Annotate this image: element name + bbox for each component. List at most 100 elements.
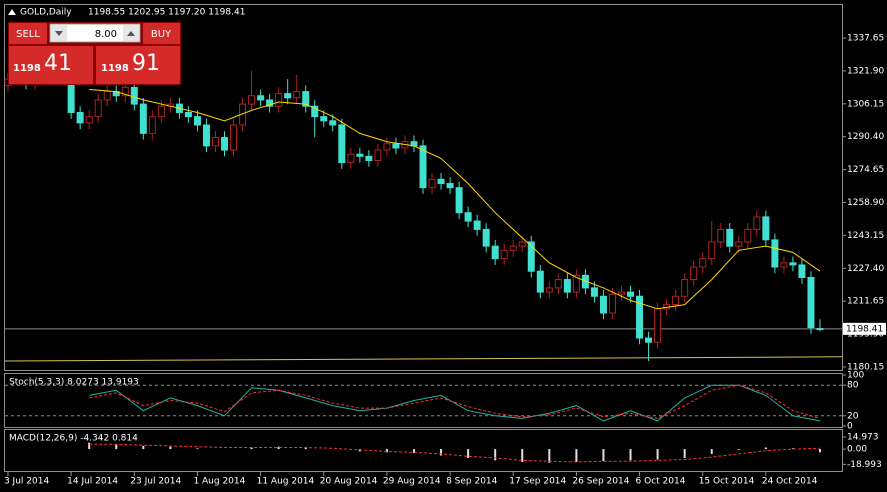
stoch-panel-border [4, 373, 843, 428]
candle-body [446, 182, 454, 189]
x-tick-label: 23 Jul 2014 [130, 477, 181, 487]
candle-body [103, 91, 111, 101]
down-arrow [55, 31, 63, 36]
candle-body [699, 258, 707, 268]
candle-body [184, 111, 192, 118]
candle-body [257, 95, 265, 101]
candle-body [590, 287, 598, 297]
y-tick-label: 20 [847, 411, 859, 421]
candle-body [509, 245, 517, 251]
bid-box[interactable] [9, 46, 93, 84]
bid-big: 1198 [13, 63, 41, 74]
ohlc-text: 1198.55 1202.95 1197.20 1198.41 [88, 8, 245, 18]
candle-body [347, 153, 355, 164]
candle-body [293, 91, 301, 99]
candle-body [311, 105, 319, 118]
x-tick-label: 14 Jul 2014 [67, 477, 118, 487]
y-tick-label: 14.973 [847, 433, 879, 443]
candle-body [202, 124, 210, 147]
candle-body [157, 105, 165, 118]
candle-body [717, 228, 725, 243]
x-tick-label: 29 Aug 2014 [383, 477, 441, 487]
lots-value[interactable]: 8.00 [95, 29, 117, 40]
x-tick-label: 8 Sep 2014 [446, 477, 498, 487]
candle-body [473, 220, 481, 230]
candle-body [482, 228, 490, 247]
x-tick-label: 6 Oct 2014 [636, 477, 686, 487]
y-tick-label: 100 [847, 371, 864, 381]
candle-body [554, 279, 562, 289]
y-tick-label: 1321.90 [847, 66, 884, 76]
x-tick-label: 3 Jul 2014 [4, 477, 49, 487]
candle-body [139, 103, 147, 134]
candle-body [608, 293, 616, 314]
ask-box[interactable] [96, 46, 180, 84]
candle-body [148, 116, 156, 134]
candle-body [211, 137, 219, 147]
stoch-line [89, 384, 821, 419]
stoch-label: Stoch(5,3,3) 8.0273 13.9193 [9, 378, 139, 388]
sell-button[interactable] [9, 23, 47, 44]
x-tick-label: 11 Aug 2014 [257, 477, 315, 487]
candle-body [771, 239, 779, 268]
candle-body [690, 266, 698, 281]
moving-average [89, 89, 821, 310]
buy-label[interactable]: BUY [151, 29, 172, 40]
trendline [4, 356, 843, 362]
x-tick-label: 26 Sep 2014 [572, 477, 629, 487]
candle-body [221, 137, 229, 151]
candle-body [500, 249, 508, 260]
candle-body [130, 86, 138, 105]
candle-body [374, 149, 382, 162]
buy-button[interactable] [143, 23, 180, 44]
y-tick-label: 0 [847, 422, 853, 432]
candle-body [284, 93, 292, 99]
candle-body [536, 270, 544, 293]
candle-body [121, 86, 129, 97]
candle-body [789, 262, 797, 266]
candle-body [762, 216, 770, 241]
candle-body [275, 93, 283, 107]
y-tick-label: 1337.65 [847, 34, 884, 44]
candle-body [599, 295, 607, 314]
price-tag: 1198.41 [846, 324, 883, 334]
candle-body [302, 91, 310, 107]
candle-body [356, 153, 364, 157]
candle-body [428, 178, 436, 189]
macd-panel-border [4, 429, 843, 472]
y-tick-label: 80 [847, 381, 859, 391]
candle-body [193, 116, 201, 126]
y-tick-label: 1227.40 [847, 264, 884, 274]
candle-body [807, 276, 815, 329]
trade-panel: SELL 8.00 BUY 1198 41 1198 91 [8, 22, 181, 85]
candle-body [545, 287, 553, 293]
y-tick-label: 1180.15 [847, 362, 884, 372]
candle-body [338, 124, 346, 164]
candle-body [617, 291, 625, 295]
price-tag-bg [843, 322, 886, 335]
candle-body [94, 99, 102, 118]
candle-body [816, 328, 824, 331]
up-arrow [127, 31, 135, 36]
candle-body [76, 111, 84, 124]
sell-label[interactable]: SELL [16, 29, 40, 40]
y-tick-label: 1258.90 [847, 198, 884, 208]
candle-body [636, 295, 644, 339]
candle-body [248, 95, 256, 105]
macd-signal [89, 443, 821, 463]
y-tick-label: 0.00 [847, 445, 867, 455]
candle-body [527, 241, 535, 272]
stoch-line [89, 384, 821, 422]
lots-field[interactable] [49, 23, 141, 43]
candle-body [780, 262, 788, 268]
candle-body [464, 212, 472, 222]
candle-body [726, 228, 734, 247]
candle-body [266, 99, 274, 107]
candle-body [654, 308, 662, 343]
candle-body [383, 143, 391, 151]
x-tick-label: 1 Aug 2014 [193, 477, 245, 487]
ask-big: 1198 [101, 63, 129, 74]
collapse-icon[interactable] [8, 9, 16, 15]
